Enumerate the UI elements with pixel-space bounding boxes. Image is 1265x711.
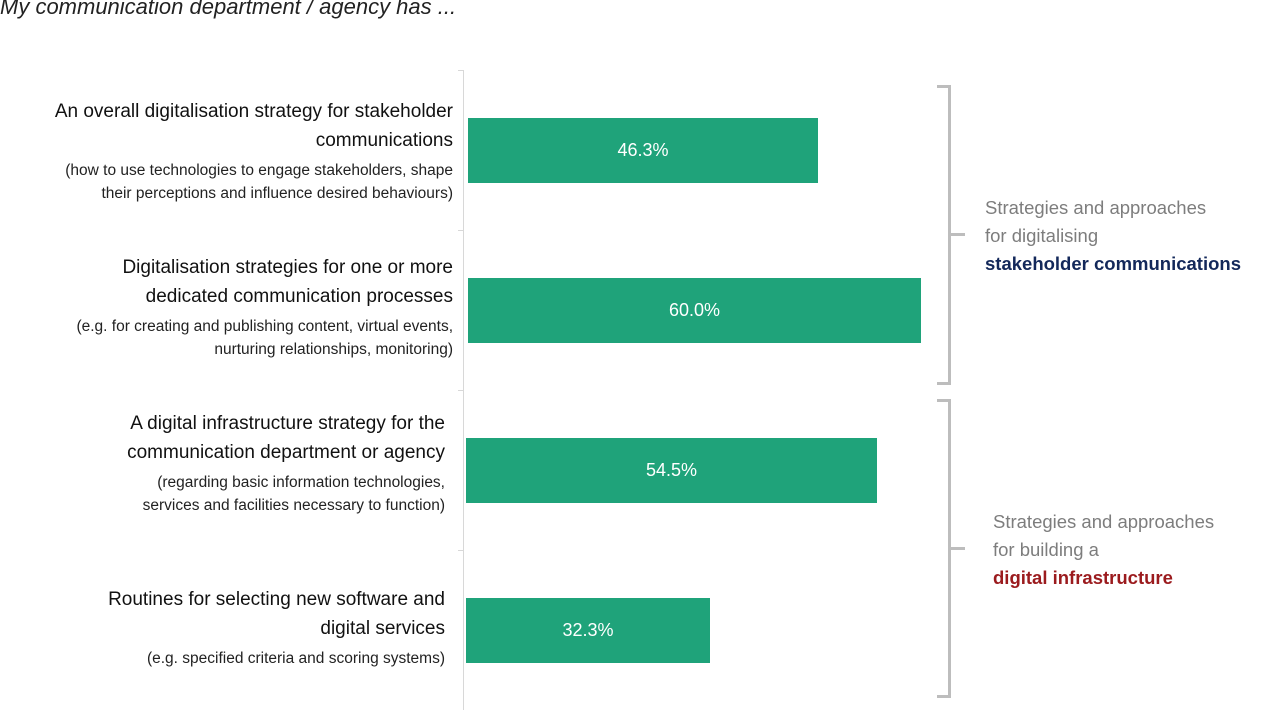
group-label-digitalising: Strategies and approaches for digitalisi…: [985, 194, 1241, 278]
bar: 60.0%: [468, 278, 921, 343]
group-bracket-tick: [951, 547, 965, 550]
category-line: dedicated communication processes: [145, 286, 453, 307]
group-bracket: [937, 85, 951, 385]
group-bracket-tick: [951, 233, 965, 236]
group-label-line: for building a: [993, 539, 1099, 560]
category-subline: services and facilities necessary to fun…: [142, 497, 445, 514]
category-line: communications: [315, 130, 453, 151]
category-label-2: Digitalisation strategies for one or mor…: [0, 253, 453, 361]
bar: 46.3%: [468, 118, 818, 183]
category-subline: (e.g. specified criteria and scoring sys…: [146, 650, 445, 667]
axis-tick: [458, 550, 464, 551]
group-label-line: Strategies and approaches: [985, 197, 1207, 218]
axis-tick: [458, 230, 464, 231]
category-main-text: Routines for selecting new software and …: [0, 585, 445, 643]
category-subtext: (e.g. specified criteria and scoring sys…: [0, 647, 445, 670]
category-subline: (e.g. for creating and publishing conten…: [76, 318, 453, 335]
category-subline: (regarding basic information technologie…: [157, 474, 445, 491]
bar-value-label: 60.0%: [668, 300, 721, 320]
category-line: An overall digitalisation strategy for s…: [54, 101, 453, 122]
category-main-text: Digitalisation strategies for one or mor…: [0, 253, 453, 311]
bar: 32.3%: [466, 598, 710, 663]
group-bracket: [937, 399, 951, 698]
bar-value-label: 54.5%: [645, 460, 698, 480]
category-line: Digitalisation strategies for one or mor…: [122, 257, 453, 278]
group-highlight: digital infrastructure: [993, 567, 1173, 588]
category-line: Routines for selecting new software and: [108, 589, 445, 610]
category-subtext: (how to use technologies to engage stake…: [0, 159, 453, 205]
category-subline: nurturing relationships, monitoring): [214, 341, 453, 358]
category-subtext: (e.g. for creating and publishing conten…: [0, 315, 453, 361]
bar-value-label: 32.3%: [562, 620, 614, 640]
category-main-text: A digital infrastructure strategy for th…: [0, 409, 445, 467]
category-label-4: Routines for selecting new software and …: [0, 585, 445, 670]
category-subline: their perceptions and influence desired …: [101, 185, 453, 202]
category-line: A digital infrastructure strategy for th…: [130, 413, 445, 434]
bar-value-label: 46.3%: [617, 140, 669, 160]
category-line: communication department or agency: [127, 442, 445, 463]
bar: 54.5%: [466, 438, 877, 503]
group-label-line: for digitalising: [985, 225, 1099, 246]
category-label-3: A digital infrastructure strategy for th…: [0, 409, 445, 517]
axis-tick: [458, 390, 464, 391]
chart-title: My communication department / agency has…: [0, 0, 457, 19]
axis-tick: [458, 70, 464, 71]
category-main-text: An overall digitalisation strategy for s…: [0, 97, 453, 155]
group-label-line: Strategies and approaches: [993, 511, 1215, 532]
category-subline: (how to use technologies to engage stake…: [65, 162, 453, 179]
category-label-1: An overall digitalisation strategy for s…: [0, 97, 453, 205]
group-highlight: stakeholder communications: [985, 253, 1241, 274]
category-line: digital services: [320, 618, 445, 639]
group-label-infrastructure: Strategies and approaches for building a…: [993, 508, 1214, 592]
category-subtext: (regarding basic information technologie…: [0, 471, 445, 517]
